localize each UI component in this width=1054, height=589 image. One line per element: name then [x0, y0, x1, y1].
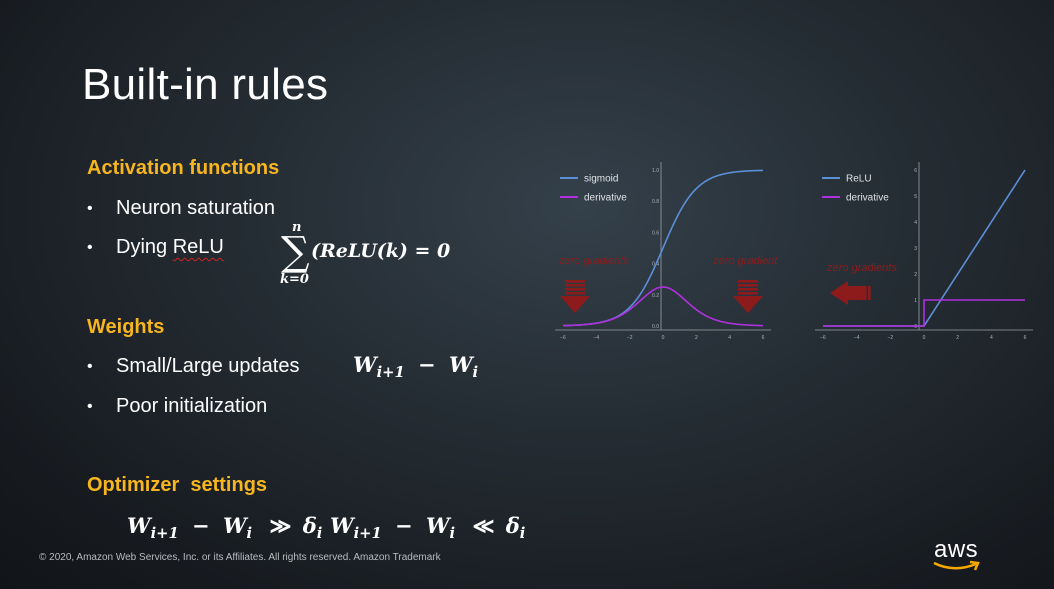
bullet-small-large-updates: • Small/Large updates: [87, 355, 300, 377]
x-tick-label: 0: [923, 335, 926, 341]
sum-lower-limit: k=0: [280, 272, 309, 287]
y-tick-label: 0.6: [652, 230, 659, 236]
aws-logo: aws: [933, 536, 980, 571]
x-tick-label: 4: [728, 335, 731, 341]
x-tick-label: −2: [627, 335, 633, 341]
legend-label-sigmoid: sigmoid: [584, 174, 618, 185]
heading-activation: Activation functions: [87, 157, 280, 179]
x-tick-label: 0: [662, 335, 665, 341]
y-tick-label: 1.0: [652, 168, 659, 174]
heading-weights: Weights: [87, 316, 165, 338]
zero-gradients-label: zero gradients: [712, 255, 778, 267]
zero-gradients-label: zero gradients: [826, 262, 897, 274]
optimizer-formula-gg: Wi+1 − Wi ≫ δi: [127, 513, 323, 543]
sigmoid-chart: −6 −4 −2 0 2 4 60.00.20.40.60.81.0sigmoidderiv…: [555, 162, 778, 341]
aws-logo-text: aws: [934, 536, 979, 563]
aws-smile-icon: [933, 560, 980, 571]
y-tick-label: 0: [914, 324, 917, 330]
x-tick-label: 6: [762, 335, 765, 341]
down-arrow-icon: [733, 280, 763, 313]
relu-chart: −6 −4 −2 0 2 4 6 0 1 2 3 4 5 6 ReLU derivative zero grad…: [815, 162, 1033, 341]
y-tick-label: 6: [914, 168, 917, 174]
optimizer-formula-ll: Wi+1 − Wi ≪ δi: [330, 513, 526, 543]
x-tick-label: −6: [820, 335, 826, 341]
heading-optimizer: Optimizer settings: [87, 474, 268, 496]
x-tick-label: 4: [990, 335, 993, 341]
legend-label-ReLU: ReLU: [846, 174, 872, 185]
x-tick-label: −4: [854, 335, 860, 341]
y-tick-label: 0.8: [652, 199, 659, 205]
y-tick-label: 1: [914, 298, 917, 304]
y-tick-label: 4: [914, 220, 917, 226]
x-tick-label: 6: [1024, 335, 1027, 341]
series-line-derivative: [562, 286, 764, 327]
bullet-dying-relu: • Dying ReLU: [87, 236, 224, 258]
sum-body: (ReLU(k) = 0: [311, 240, 451, 262]
y-tick-label: 0.0: [652, 324, 659, 330]
x-tick-label: −6: [560, 335, 566, 341]
dying-relu-word: ReLU: [172, 236, 224, 258]
sigma-symbol: ∑: [281, 229, 310, 275]
bullet-neuron-saturation: • Neuron saturation: [87, 197, 275, 219]
x-tick-label: 2: [956, 335, 959, 341]
series-line-derivative: [823, 299, 1025, 327]
weight-update-formula: Wi+1 − Wi: [353, 352, 479, 382]
legend-label-derivative: derivative: [846, 193, 889, 204]
x-tick-label: −4: [593, 335, 599, 341]
down-arrow-icon: [560, 280, 590, 313]
copyright-footer: © 2020, Amazon Web Services, Inc. or its…: [39, 552, 441, 563]
y-tick-label: 5: [914, 194, 917, 200]
y-tick-label: 3: [914, 246, 917, 252]
sum-upper-limit: n: [292, 220, 302, 235]
bullet-poor-initialization: • Poor initialization: [87, 395, 268, 417]
zero-gradients-label: zero gradients: [558, 255, 629, 267]
left-arrow-icon: [830, 281, 871, 305]
legend-label-derivative: derivative: [584, 193, 627, 204]
x-tick-label: −2: [887, 335, 893, 341]
y-tick-label: 0.2: [652, 293, 659, 299]
slide-title: Built-in rules: [82, 60, 329, 109]
x-tick-label: 2: [695, 335, 698, 341]
y-tick-label: 2: [914, 272, 917, 278]
